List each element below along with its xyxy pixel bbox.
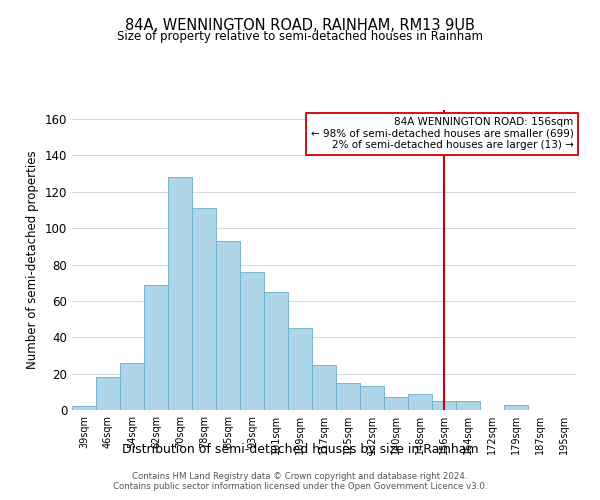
Y-axis label: Number of semi-detached properties: Number of semi-detached properties (26, 150, 39, 370)
Bar (360, 386, 384, 410)
Bar (264, 292, 288, 410)
Bar (408, 394, 432, 410)
Bar (312, 364, 336, 410)
Text: Contains public sector information licensed under the Open Government Licence v3: Contains public sector information licen… (113, 482, 487, 491)
Bar (192, 208, 216, 410)
Bar (96, 378, 120, 410)
Text: Contains HM Land Registry data © Crown copyright and database right 2024.: Contains HM Land Registry data © Crown c… (132, 472, 468, 481)
Text: 84A WENNINGTON ROAD: 156sqm
← 98% of semi-detached houses are smaller (699)
2% o: 84A WENNINGTON ROAD: 156sqm ← 98% of sem… (311, 118, 574, 150)
Bar (504, 404, 528, 410)
Text: Distribution of semi-detached houses by size in Rainham: Distribution of semi-detached houses by … (122, 442, 478, 456)
Bar (432, 401, 456, 410)
Bar (216, 241, 240, 410)
Text: 84A, WENNINGTON ROAD, RAINHAM, RM13 9UB: 84A, WENNINGTON ROAD, RAINHAM, RM13 9UB (125, 18, 475, 32)
Bar (72, 406, 96, 410)
Bar (336, 382, 360, 410)
Text: Size of property relative to semi-detached houses in Rainham: Size of property relative to semi-detach… (117, 30, 483, 43)
Bar (144, 284, 168, 410)
Bar (240, 272, 264, 410)
Bar (456, 401, 480, 410)
Bar (120, 362, 144, 410)
Bar (288, 328, 312, 410)
Bar (168, 178, 192, 410)
Bar (384, 398, 408, 410)
